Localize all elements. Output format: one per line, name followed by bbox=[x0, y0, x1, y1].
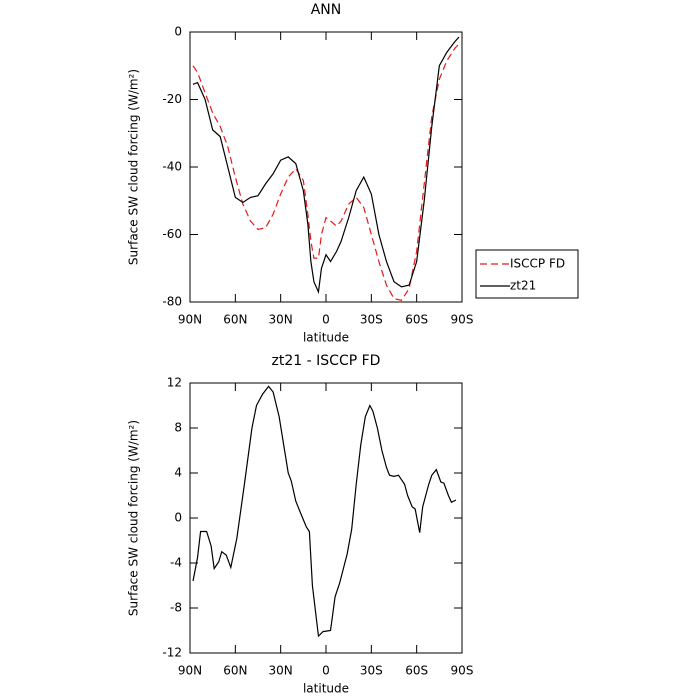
chart-title: zt21 - ISCCP FD bbox=[272, 353, 381, 369]
x-tick-label: 0 bbox=[322, 313, 330, 327]
data-line bbox=[192, 43, 460, 301]
x-axis-label: latitude bbox=[303, 682, 349, 696]
data-line bbox=[192, 36, 460, 295]
y-axis-label: Surface SW cloud forcing (W/m²) bbox=[127, 420, 141, 616]
x-tick-label: 60N bbox=[223, 313, 247, 327]
y-tick-label: -20 bbox=[162, 92, 182, 106]
x-tick-label: 30S bbox=[360, 313, 383, 327]
x-tick-label: 60S bbox=[405, 313, 428, 327]
y-tick-label: -8 bbox=[170, 601, 182, 615]
y-tick-label: -80 bbox=[162, 295, 182, 309]
x-tick-label: 0 bbox=[322, 664, 330, 678]
x-tick-label: 30N bbox=[269, 313, 293, 327]
legend-label: zt21 bbox=[510, 279, 536, 293]
y-tick-label: -40 bbox=[162, 160, 182, 174]
y-tick-label: -12 bbox=[162, 646, 182, 660]
y-tick-label: 0 bbox=[174, 511, 182, 525]
x-axis-label: latitude bbox=[303, 331, 349, 345]
x-tick-label: 90N bbox=[178, 313, 202, 327]
y-tick-label: 12 bbox=[167, 376, 182, 390]
x-tick-label: 30N bbox=[269, 664, 293, 678]
x-tick-label: 60S bbox=[405, 664, 428, 678]
y-tick-label: 4 bbox=[174, 466, 182, 480]
y-tick-label: -4 bbox=[170, 556, 182, 570]
x-tick-label: 90N bbox=[178, 664, 202, 678]
chart-title: ANN bbox=[311, 2, 342, 18]
legend-label: ISCCP FD bbox=[510, 257, 565, 271]
y-tick-label: -60 bbox=[162, 227, 182, 241]
legend-box bbox=[475, 249, 579, 299]
x-tick-label: 90S bbox=[451, 313, 474, 327]
data-line bbox=[192, 385, 457, 638]
y-tick-label: 0 bbox=[174, 25, 182, 39]
x-tick-label: 90S bbox=[451, 664, 474, 678]
plot-frame bbox=[189, 31, 463, 303]
x-tick-label: 60N bbox=[223, 664, 247, 678]
y-axis-label: Surface SW cloud forcing (W/m²) bbox=[127, 69, 141, 265]
x-tick-label: 30S bbox=[360, 664, 383, 678]
y-tick-label: 8 bbox=[174, 421, 182, 435]
